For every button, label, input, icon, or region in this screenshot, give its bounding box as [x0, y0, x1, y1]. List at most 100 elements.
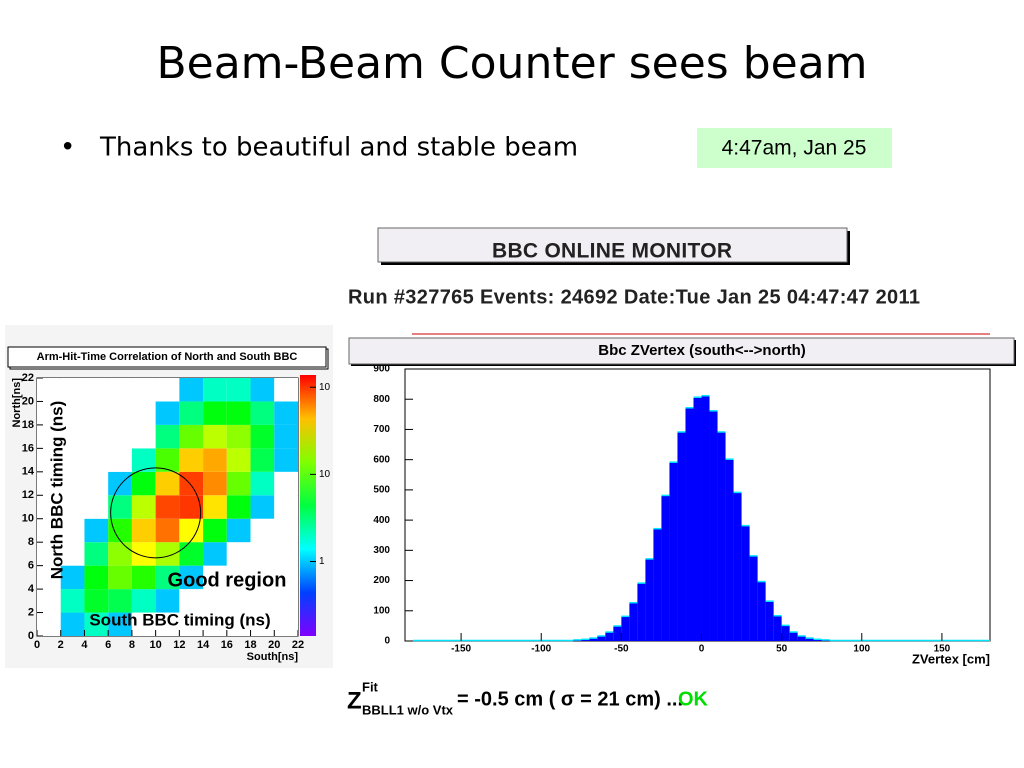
heatmap-cell — [226, 378, 251, 402]
monitor-header: BBC ONLINE MONITOR — [492, 240, 732, 263]
bullet-dot: • — [60, 133, 75, 163]
histogram-bar — [813, 639, 822, 641]
y-tick-label: 20 — [22, 395, 34, 407]
heatmap-cell — [203, 612, 227, 636]
heatmap-cell — [37, 495, 61, 519]
heatmap-cell — [108, 565, 132, 590]
histogram-bar — [629, 603, 638, 641]
histogram-bar — [605, 632, 614, 641]
x-tick-label: -100 — [531, 644, 551, 655]
heatmap-cell — [60, 401, 85, 425]
y-tick-label: 800 — [373, 394, 390, 405]
heatmap-cell — [131, 448, 156, 472]
histogram-bar — [669, 462, 678, 641]
histogram-bar — [661, 495, 670, 641]
heatmap-cell — [60, 589, 85, 613]
x-tick-label: -50 — [614, 644, 629, 655]
heatmap-cell — [37, 378, 61, 402]
heatmap-cell — [250, 612, 275, 636]
heatmap-cell — [226, 589, 251, 613]
heatmap-cell — [155, 495, 180, 519]
histogram-bar — [653, 529, 662, 641]
heatmap-cell — [226, 471, 251, 496]
histogram-bar — [717, 432, 726, 641]
heatmap-cell — [203, 542, 227, 566]
y-tick-label: 0 — [28, 630, 34, 642]
x-tick-label: 10 — [150, 639, 162, 651]
heatmap-cell — [108, 495, 132, 519]
heatmap-cell — [203, 378, 227, 402]
heatmap-cell — [131, 518, 156, 543]
heatmap-cell — [84, 612, 109, 636]
run-info: Run #327765 Events: 24692 Date:Tue Jan 2… — [348, 286, 920, 308]
heatmap-cell — [60, 471, 85, 496]
heatmap-cell — [60, 565, 85, 590]
heatmap-cell — [84, 518, 109, 543]
histogram-bar — [741, 526, 750, 641]
fit-subscript: BBLL1 w/o Vtx — [362, 702, 454, 717]
heatmap-cell — [250, 542, 275, 566]
histogram-bar — [613, 626, 622, 641]
heatmap-cell — [203, 401, 227, 425]
heatmap-cell — [203, 471, 227, 496]
histogram-bar — [709, 411, 718, 641]
heatmap-cell — [131, 378, 156, 402]
heatmap-cell — [155, 589, 180, 613]
y-tick-label: 100 — [373, 605, 390, 616]
heatmap-cell — [179, 401, 204, 425]
heatmap-cell — [274, 542, 298, 566]
x-tick-label: 6 — [105, 639, 111, 651]
heatmap-cell — [226, 565, 251, 590]
fit-symbol: Z — [347, 687, 362, 714]
heatmap-cell — [131, 495, 156, 519]
heatmap-cell — [84, 401, 109, 425]
fit-superscript: Fit — [362, 679, 379, 694]
badge-box — [697, 128, 892, 168]
heatmap-cell — [108, 471, 132, 496]
histogram-bar — [597, 636, 606, 641]
heatmap-cell — [226, 495, 251, 519]
heatmap-cell — [179, 565, 204, 590]
x-tick-label: 0 — [699, 644, 705, 655]
histogram-bar — [757, 582, 766, 641]
bullet-text: Thanks to beautiful and stable beam — [99, 133, 578, 163]
heatmap-cell — [108, 612, 132, 636]
heatmap-cell — [155, 401, 180, 425]
heatmap-cell — [226, 518, 251, 543]
x-tick-label: 4 — [81, 639, 88, 651]
heatmap-cell — [60, 612, 85, 636]
heatmap-cell — [226, 448, 251, 472]
left-title-box-front — [7, 346, 327, 368]
heatmap-cell — [60, 542, 85, 566]
heatmap-cell — [108, 542, 132, 566]
heatmap-cell — [250, 448, 275, 472]
heatmap-cell — [37, 448, 61, 472]
y-axis-label: North[ns] — [11, 378, 23, 428]
colorbar — [300, 375, 316, 636]
x-tick-label: 18 — [244, 639, 256, 651]
y-tick-label: 600 — [373, 454, 390, 465]
heatmap-cell — [179, 471, 204, 496]
x-tick-label: 50 — [776, 644, 788, 655]
histogram-bar — [789, 632, 798, 641]
heatmap-cell — [274, 378, 298, 402]
heatmap-cell — [60, 424, 85, 449]
heatmap-cell — [203, 448, 227, 472]
x-tick-label: 22 — [292, 639, 304, 651]
x-tick-label: 16 — [221, 639, 233, 651]
heatmap-cell — [179, 495, 204, 519]
histogram-bar — [749, 556, 758, 641]
heatmap-cell — [60, 448, 85, 472]
heatmap-cell — [250, 589, 275, 613]
histogram-bar — [645, 559, 654, 641]
heatmap-cell — [84, 471, 109, 496]
y-tick-label: 2 — [28, 606, 34, 618]
heatmap-cell — [108, 378, 132, 402]
y-tick-label: 300 — [373, 545, 390, 556]
heatmap-cell — [37, 589, 61, 613]
heatmap-cell — [60, 518, 85, 543]
heatmap-cell — [131, 542, 156, 566]
heatmap-cell — [108, 518, 132, 543]
heatmap-cell — [155, 518, 180, 543]
fit-text: = -0.5 cm ( σ = 21 cm) ... — [457, 688, 683, 710]
